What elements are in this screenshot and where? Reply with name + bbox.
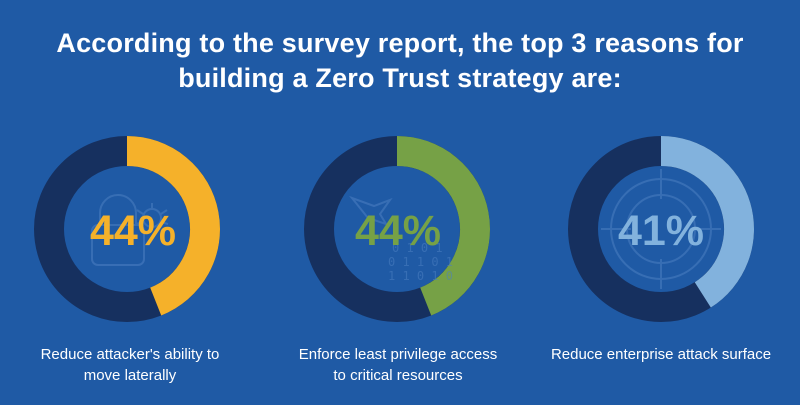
- title-line-1: According to the survey report, the top …: [56, 28, 744, 58]
- reason-label-line: to critical resources: [333, 367, 463, 384]
- binary-bird-icon: 0 1 0 1 0 1 1 0 1 1 1 0 1 0: [348, 195, 453, 283]
- percentage-label: 44%: [90, 207, 176, 255]
- donut-chart-2: 0 1 0 1 0 1 1 0 1 1 1 0 1 0 44%: [304, 136, 490, 322]
- donut-chart-3: 41%: [568, 136, 754, 322]
- donut-value-arc: [396, 136, 490, 316]
- reason-label-1: Reduce attacker's ability to move latera…: [0, 344, 260, 386]
- crosshair-target-icon: [601, 169, 721, 289]
- page-title: According to the survey report, the top …: [0, 26, 800, 96]
- donut-value-arc: [126, 136, 220, 316]
- binary-digits: 0 1 1 0 1: [388, 255, 453, 269]
- reason-label-3: Reduce enterprise attack surface: [531, 344, 791, 365]
- binary-digits: 0 1 0 1: [392, 241, 443, 255]
- reason-label-line: Enforce least privilege access: [298, 346, 498, 363]
- percentage-label: 41%: [618, 207, 704, 255]
- title-line-2: building a Zero Trust strategy are:: [178, 63, 622, 93]
- percentage-label: 44%: [355, 207, 441, 255]
- donut-chart-1: 44%: [34, 136, 220, 322]
- binary-digits: 1 1 0 1 0: [388, 269, 453, 283]
- donut-value-arc: [660, 136, 754, 308]
- reason-label-2: Enforce least privilege access to critic…: [268, 344, 528, 386]
- reason-label-line: Reduce attacker's ability to: [40, 346, 220, 363]
- reason-label-line: Reduce enterprise attack surface: [550, 346, 772, 363]
- lock-bug-icon: [91, 194, 169, 266]
- reason-label-line: move laterally: [83, 367, 177, 384]
